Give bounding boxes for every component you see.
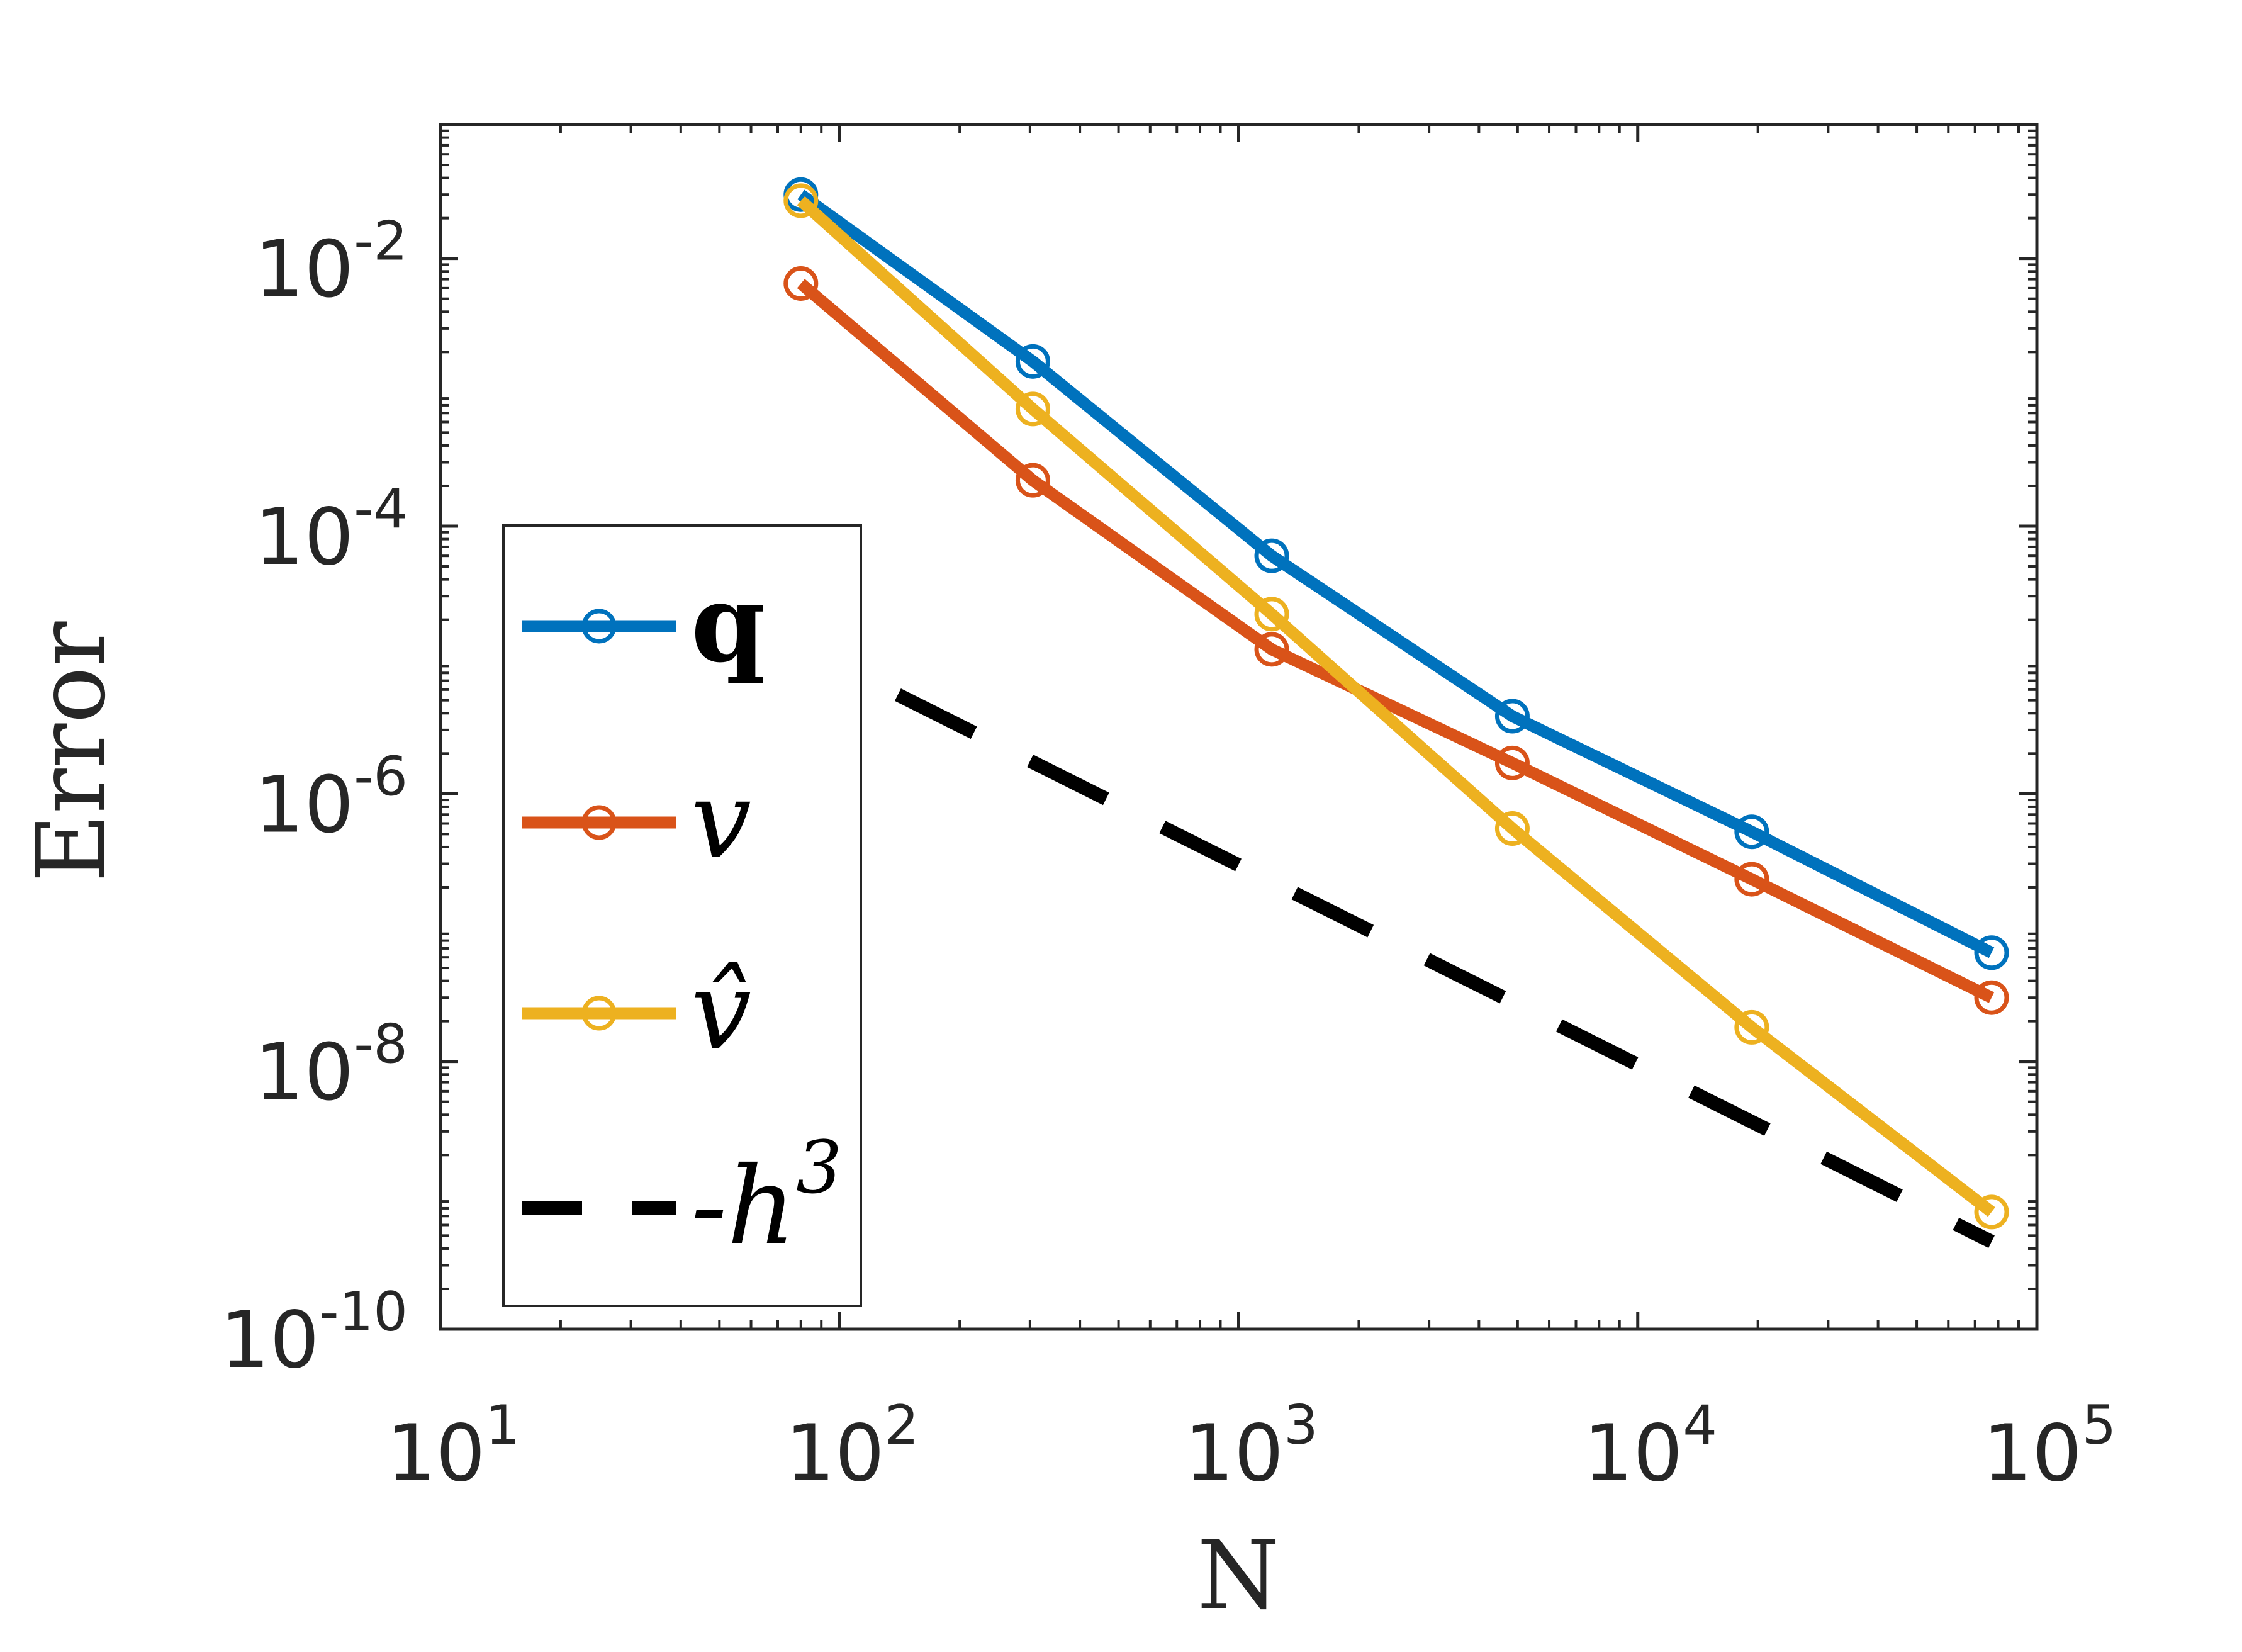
series-line-0 xyxy=(797,189,1995,958)
series-1-point xyxy=(1015,463,1050,498)
legend-marker-2 xyxy=(581,996,617,1031)
legend-marker-0 xyxy=(581,609,617,644)
series-layer xyxy=(783,177,2009,1248)
series-0-point xyxy=(1734,814,1769,850)
y-axis-label: Error xyxy=(17,621,126,882)
x-tick-label: 104 xyxy=(1583,1394,1717,1499)
x-tick-label: 101 xyxy=(386,1394,520,1499)
y-tick-label: 10-8 xyxy=(254,1013,408,1118)
series-0-point xyxy=(1015,344,1050,379)
series-0-point xyxy=(1974,935,2009,970)
x-tick-label: 103 xyxy=(1184,1394,1318,1499)
axes-layer: 101 102 103 104 105 10-2 10-4 10-6 10-8 10-10 xyxy=(220,123,2117,1499)
series-1-point xyxy=(1254,632,1289,667)
legend-box xyxy=(502,524,862,1307)
x-axis-label: N xyxy=(1197,1521,1279,1631)
axes-frame xyxy=(439,123,2039,1331)
legend-label-3: -h3 xyxy=(691,1126,842,1269)
legend-label-1: v xyxy=(691,758,751,883)
series-line-1 xyxy=(797,279,1995,1003)
series-0-point xyxy=(1494,699,1530,734)
legend-marker-1 xyxy=(581,805,617,840)
y-tick-label: 10-10 xyxy=(220,1281,408,1386)
series-1-point xyxy=(1974,980,2009,1015)
y-tick-label: 10-6 xyxy=(254,745,408,850)
series-2-point xyxy=(1734,1009,1769,1045)
legend-label-0: q xyxy=(691,561,766,687)
series-line-3 xyxy=(894,688,1995,1248)
series-2-point xyxy=(783,183,819,218)
x-tick-label: 105 xyxy=(1983,1394,2117,1499)
series-1-point xyxy=(1734,862,1769,897)
y-tick-label: 10-4 xyxy=(254,478,408,583)
series-line-2 xyxy=(797,196,1995,1217)
series-2-point xyxy=(1494,811,1530,846)
series-1-point xyxy=(1494,745,1530,780)
x-tick-label: 102 xyxy=(785,1394,919,1499)
series-0-point xyxy=(1254,538,1289,573)
series-2-point xyxy=(1254,597,1289,632)
legend: qv v̂ -h3 xyxy=(502,524,862,1307)
series-2-point xyxy=(1015,391,1050,427)
legend-label-2: v̂ xyxy=(691,949,751,1074)
y-tick-label: 10-2 xyxy=(254,210,408,315)
series-2-point xyxy=(1974,1194,2009,1230)
series-1-point xyxy=(783,266,819,301)
